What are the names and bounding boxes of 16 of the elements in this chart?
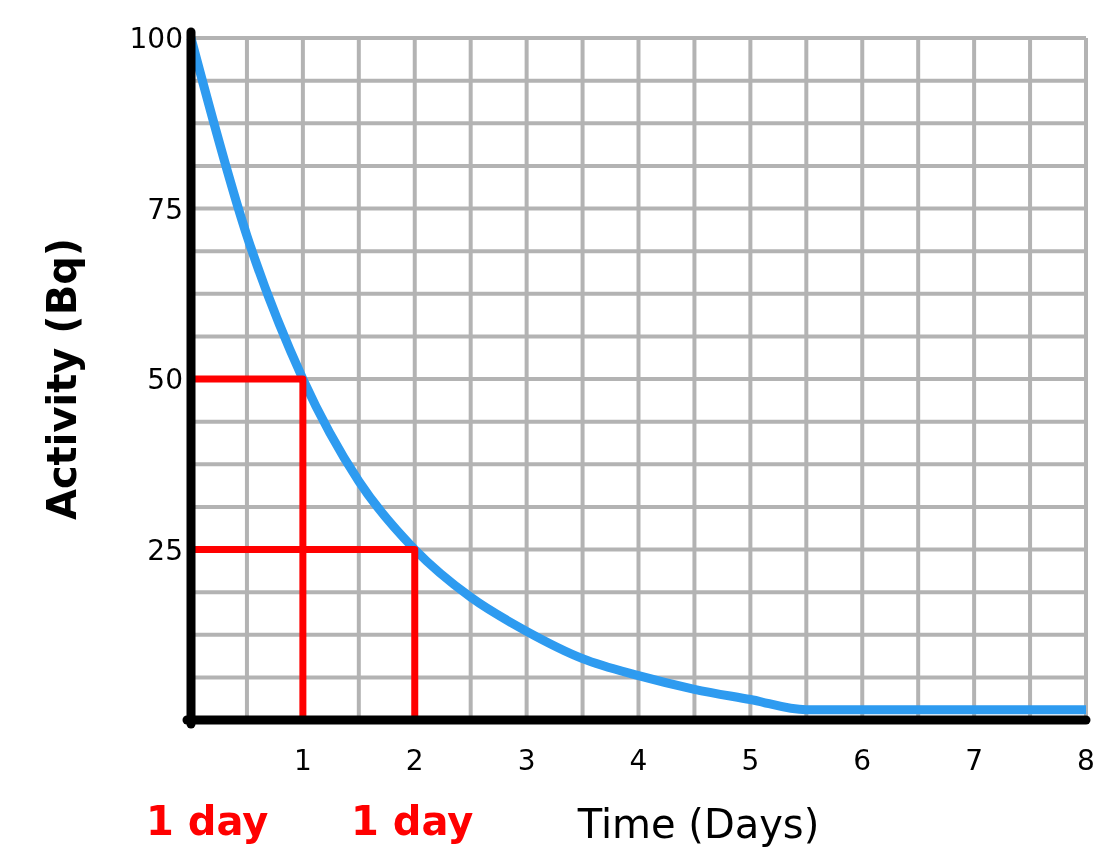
y-tick-label: 100 <box>129 22 183 55</box>
x-tick-label: 6 <box>853 744 872 777</box>
text: 1 day <box>351 798 474 844</box>
x-tick-label: 8 <box>1077 744 1095 777</box>
y-tick-label: 50 <box>147 363 183 396</box>
x-tick-label: 1 <box>293 744 312 777</box>
x-tick-label: 3 <box>517 744 536 777</box>
x-tick-label: 2 <box>405 744 424 777</box>
y-tick-label: 75 <box>147 192 183 226</box>
x-tick-label: 5 <box>741 744 760 777</box>
x-tick-label: 7 <box>965 744 984 777</box>
y-axis-title: Activity (Bq) <box>39 237 85 521</box>
x-axis-title: Time (Days) <box>576 801 820 847</box>
text: 1 day <box>146 798 269 844</box>
x-tick-label: 4 <box>629 744 648 777</box>
y-tick-label: 25 <box>147 533 183 567</box>
